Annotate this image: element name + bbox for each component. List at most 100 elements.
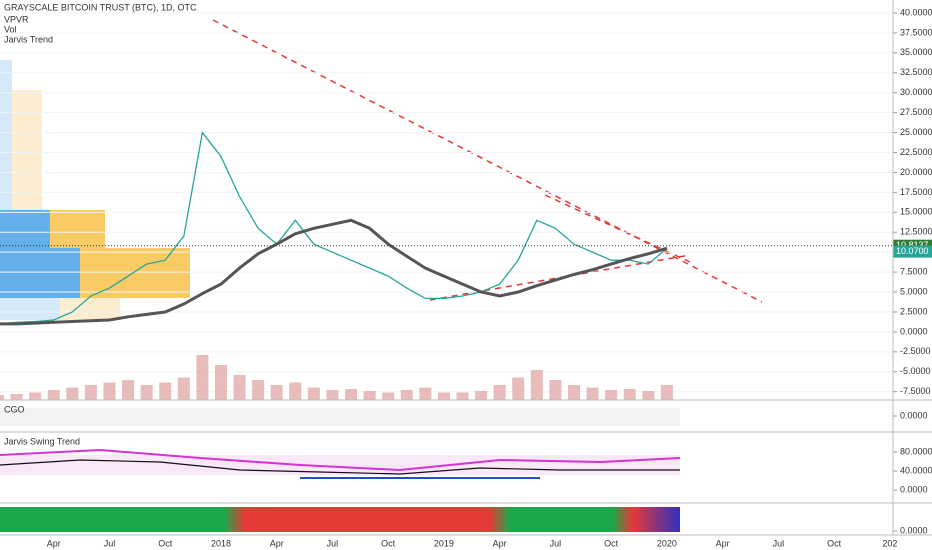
y-tick-label: -7.5000 <box>900 386 931 396</box>
volume-bar <box>103 382 116 400</box>
y-tick-label: 7.5000 <box>900 266 928 276</box>
y-tick-label: 2.5000 <box>900 306 928 316</box>
y-tick-label: 40.0000 <box>900 465 932 475</box>
volume-bar <box>84 385 97 400</box>
x-tick-label: Jul <box>104 538 116 548</box>
volume-bar <box>66 387 79 400</box>
volume-bar <box>270 385 283 400</box>
y-tick-label: 0.0000 <box>900 326 928 336</box>
y-tick-label: 0.0000 <box>900 410 928 420</box>
y-tick-label: 40.0000 <box>900 7 932 17</box>
volume-bar <box>177 377 190 400</box>
volume-bar <box>530 370 543 400</box>
vpvr-bar <box>0 248 80 298</box>
volume-bar <box>47 390 60 400</box>
price-line <box>0 131 668 325</box>
x-tick-label: Jul <box>550 538 562 548</box>
x-tick-label: Oct <box>158 538 173 548</box>
volume-bar <box>159 382 172 400</box>
vpvr-bar <box>12 90 42 210</box>
x-tick-label: Apr <box>270 538 284 548</box>
volume-bar <box>512 377 525 400</box>
volume-bar <box>475 391 488 400</box>
jarvis-line <box>0 448 681 472</box>
price-label: 10.0700 <box>896 246 929 256</box>
volume-bar <box>122 380 135 400</box>
volume-bar <box>382 392 395 400</box>
price-label-box <box>893 245 932 258</box>
x-tick-label: Oct <box>827 538 842 548</box>
volume-bar <box>437 392 450 400</box>
volume-bar <box>233 375 246 400</box>
bottom-band <box>0 507 680 532</box>
volume-bar <box>10 394 23 400</box>
x-tick-label: Apr <box>716 538 730 548</box>
x-tick-label: Apr <box>493 538 507 548</box>
indicator-label: VPVR <box>4 14 29 24</box>
volume-bar <box>252 380 265 400</box>
volume-bar <box>493 385 506 400</box>
volume-bar <box>307 387 320 400</box>
x-tick-label: Jul <box>773 538 785 548</box>
vpvr-bar <box>60 298 120 320</box>
x-tick-label: Jul <box>327 538 339 548</box>
vpvr-bar <box>80 248 190 298</box>
price-line <box>0 218 668 326</box>
cgo-band <box>0 408 680 426</box>
x-tick-label: Oct <box>381 538 396 548</box>
y-tick-label: 5.0000 <box>900 286 928 296</box>
y-tick-label: 30.0000 <box>900 87 932 97</box>
pane-title: Jarvis Swing Trend <box>4 436 80 446</box>
trend-line <box>212 19 763 303</box>
volume-bar <box>214 365 227 400</box>
volume-bar <box>456 392 469 400</box>
y-tick-label: -2.5000 <box>900 346 931 356</box>
y-tick-label: 0.0000 <box>900 485 928 495</box>
indicator-label: Vol <box>4 24 17 34</box>
y-tick-label: 15.0000 <box>900 207 932 217</box>
y-tick-label: 27.5000 <box>900 107 932 117</box>
y-tick-label: 12.5000 <box>900 227 932 237</box>
volume-bar <box>419 387 432 400</box>
volume-bar <box>567 385 580 400</box>
volume-bar <box>289 382 302 400</box>
x-tick-label: 202 <box>882 538 897 548</box>
volume-bar <box>140 385 153 400</box>
price-label: 10.8137 <box>896 240 929 250</box>
y-tick-label: 37.5000 <box>900 27 932 37</box>
volume-bar <box>642 391 655 400</box>
y-tick-label: 25.0000 <box>900 127 932 137</box>
volume-bar <box>623 389 636 400</box>
volume-bar <box>549 380 562 400</box>
volume-bar <box>660 385 673 400</box>
volume-bar <box>400 390 413 400</box>
x-tick-label: 2020 <box>657 538 677 548</box>
y-tick-label: -5.0000 <box>900 366 931 376</box>
y-tick-label: 32.5000 <box>900 67 932 77</box>
volume-bar <box>29 392 42 400</box>
volume-bar <box>605 390 618 400</box>
jarvis-line <box>0 459 680 475</box>
volume-bar <box>326 390 339 400</box>
chart-title: GRAYSCALE BITCOIN TRUST (BTC), 1D, OTC <box>4 2 197 12</box>
x-tick-label: Apr <box>47 538 61 548</box>
volume-bar <box>0 395 4 400</box>
pane-title: CGO <box>4 404 25 414</box>
vpvr-bar <box>0 298 60 320</box>
vpvr-bar <box>0 210 50 248</box>
x-tick-label: Oct <box>604 538 619 548</box>
volume-bar <box>586 387 599 400</box>
vpvr-bar <box>50 210 105 248</box>
y-tick-label: 22.5000 <box>900 147 932 157</box>
y-tick-label: 17.5000 <box>900 187 932 197</box>
x-tick-label: 2018 <box>211 538 231 548</box>
x-tick-label: 2019 <box>434 538 454 548</box>
y-tick-label: 0.0000 <box>900 525 928 535</box>
trend-line <box>544 194 691 263</box>
y-tick-label: 35.0000 <box>900 47 932 57</box>
y-tick-label: 80.0000 <box>900 446 932 456</box>
volume-bar <box>345 389 358 400</box>
y-tick-label: 20.0000 <box>900 167 932 177</box>
volume-bar <box>363 391 376 400</box>
